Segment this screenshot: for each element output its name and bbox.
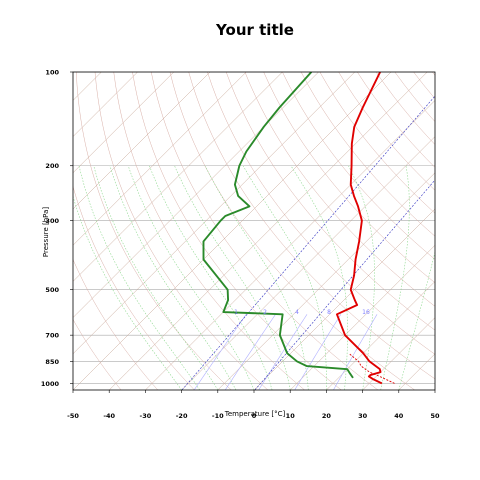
parcel-guide-line xyxy=(254,179,435,390)
x-axis-label: Temperature [°C] xyxy=(224,410,286,418)
dry-adiabat-line xyxy=(451,72,480,390)
dry-adiabat-line xyxy=(319,72,435,214)
dry-adiabat-line xyxy=(470,72,480,390)
mixing-ratio-line xyxy=(294,314,342,390)
mixing-ratio-label: 1 xyxy=(234,309,238,316)
y-tick-label: 850 xyxy=(45,358,59,366)
isotherm-line xyxy=(73,72,319,318)
x-tick-label: -20 xyxy=(176,412,188,420)
x-tick-label: -40 xyxy=(103,412,115,420)
dry-adiabat-line xyxy=(413,72,435,99)
plot-area: 1 2 4 8 16 xyxy=(0,71,480,391)
dry-adiabat-line xyxy=(76,72,232,390)
mixing-ratio-line xyxy=(224,314,276,390)
dry-adiabat-line xyxy=(432,72,435,76)
dry-adiabat-line xyxy=(188,72,435,380)
isotherm-line xyxy=(73,72,283,282)
dry-adiabat-line xyxy=(94,72,269,390)
y-tick-label: 300 xyxy=(45,217,59,225)
series-line-0 xyxy=(335,72,383,385)
mixing-ratio-line xyxy=(193,314,247,390)
isotherm-line xyxy=(0,72,29,390)
isotherm-line xyxy=(73,72,102,101)
y-tick-label: 1000 xyxy=(41,380,60,388)
y-axis-ticks: 1000 850 700 500 300 200 100 xyxy=(41,69,73,388)
dry-adiabat-line xyxy=(132,72,342,390)
y-axis-label: Pressure [hPa] xyxy=(42,207,50,257)
moist-adiabat-line xyxy=(149,165,273,390)
isotherm-line xyxy=(217,172,435,390)
moist-adiabat-line xyxy=(204,165,309,390)
isotherm-line xyxy=(398,353,435,390)
mixing-ratio-label: 16 xyxy=(362,309,370,316)
mixing-ratio-line xyxy=(258,314,308,390)
dry-adiabat-line xyxy=(300,72,435,237)
isotherm-line xyxy=(181,136,435,390)
dry-adiabat-line xyxy=(73,318,122,390)
isotherm-line xyxy=(73,72,392,390)
series-line-1 xyxy=(202,72,354,379)
isotherm-line xyxy=(145,100,435,390)
isotherm-line xyxy=(73,72,138,137)
dry-adiabat-line xyxy=(73,258,158,390)
x-tick-label: 50 xyxy=(430,412,440,420)
isotherm-line xyxy=(73,72,211,210)
x-axis-ticks: -50 -40 -30 -20 -10 0 10 20 30 40 50 xyxy=(67,390,440,420)
dry-adiabat-line xyxy=(113,72,305,390)
dry-adiabat-line xyxy=(169,72,415,390)
y-tick-label: 200 xyxy=(45,162,59,170)
mixing-ratio-label: 2 xyxy=(263,309,267,316)
dry-adiabat-line xyxy=(394,72,435,122)
mixing-ratio-label: 4 xyxy=(295,309,299,316)
isotherm-line xyxy=(471,72,480,390)
moist-adiabat-line xyxy=(174,165,291,390)
dry-adiabat-line xyxy=(207,72,435,355)
moist-adiabat-line xyxy=(290,165,348,390)
isotherm-line xyxy=(290,244,435,390)
dry-adiabat-line xyxy=(150,72,379,390)
dry-adiabat-line xyxy=(244,72,435,307)
isotherm-line xyxy=(0,72,65,390)
parcel-guide-line xyxy=(181,95,435,390)
series-line-2 xyxy=(348,352,395,384)
isotherm-line xyxy=(362,317,435,390)
isotherm-line xyxy=(434,389,435,390)
isotherm-line xyxy=(73,72,355,355)
moist-adiabat-line xyxy=(78,165,200,390)
dry-adiabat-line xyxy=(225,72,435,331)
plot-frame xyxy=(72,71,436,391)
moist-adiabat-line xyxy=(242,165,327,390)
x-tick-label: 0 xyxy=(252,412,257,420)
moist-adiabat-line xyxy=(398,250,435,390)
x-tick-label: 40 xyxy=(394,412,404,420)
dry-adiabat-line xyxy=(282,72,435,260)
dry-adiabat-line xyxy=(263,72,435,284)
x-tick-label: -10 xyxy=(212,412,224,420)
moist-adiabat-line xyxy=(380,165,410,390)
dry-adiabat-line xyxy=(73,185,195,390)
plot-content xyxy=(0,72,480,390)
isotherm-line xyxy=(253,208,435,390)
chart-title: Your title xyxy=(215,21,294,39)
y-tick-label: 500 xyxy=(45,286,59,294)
moist-adiabat-line xyxy=(73,195,182,390)
mixing-ratio-label: 8 xyxy=(327,309,331,316)
isotherm-line xyxy=(73,72,247,246)
isotherm-line xyxy=(326,281,435,390)
x-tick-label: -50 xyxy=(67,412,79,420)
moist-adiabat-line xyxy=(127,165,255,390)
x-tick-label: 10 xyxy=(286,412,296,420)
x-tick-label: 20 xyxy=(322,412,332,420)
x-tick-label: 30 xyxy=(358,412,368,420)
moist-adiabat-line xyxy=(93,165,219,390)
y-tick-label: 700 xyxy=(45,332,59,340)
x-tick-label: -30 xyxy=(140,412,152,420)
y-tick-label: 100 xyxy=(45,69,59,77)
moist-adiabat-line xyxy=(109,165,237,390)
mixing-ratio-line xyxy=(333,314,378,390)
